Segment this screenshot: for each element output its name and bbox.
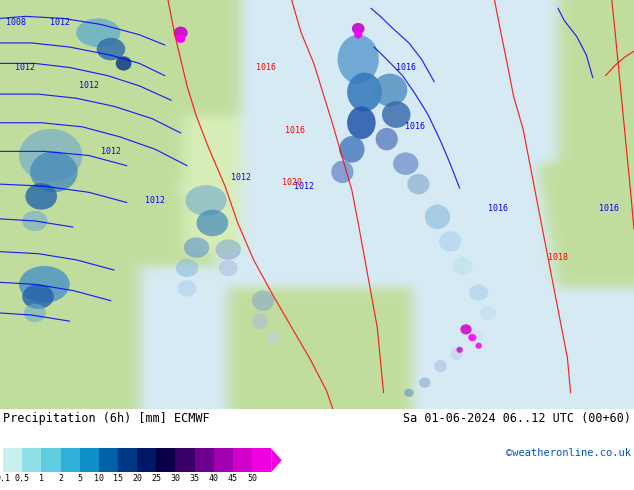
Ellipse shape bbox=[354, 31, 362, 38]
Text: 15: 15 bbox=[113, 474, 123, 483]
Ellipse shape bbox=[453, 257, 472, 275]
Ellipse shape bbox=[19, 266, 70, 303]
Ellipse shape bbox=[372, 74, 408, 106]
Ellipse shape bbox=[469, 284, 488, 301]
Polygon shape bbox=[137, 448, 157, 472]
Ellipse shape bbox=[30, 151, 77, 192]
Text: 1012: 1012 bbox=[50, 18, 70, 27]
Text: 2: 2 bbox=[58, 474, 63, 483]
Polygon shape bbox=[80, 448, 99, 472]
Ellipse shape bbox=[347, 106, 375, 139]
Text: 1012: 1012 bbox=[231, 173, 251, 182]
Text: Sa 01-06-2024 06..12 UTC (00+60): Sa 01-06-2024 06..12 UTC (00+60) bbox=[403, 412, 631, 424]
Polygon shape bbox=[214, 448, 233, 472]
Text: 20: 20 bbox=[132, 474, 142, 483]
Text: 30: 30 bbox=[171, 474, 181, 483]
Ellipse shape bbox=[439, 231, 462, 252]
Ellipse shape bbox=[393, 152, 418, 175]
Ellipse shape bbox=[22, 211, 48, 231]
Ellipse shape bbox=[339, 136, 365, 163]
Text: 1012: 1012 bbox=[79, 81, 99, 91]
Ellipse shape bbox=[375, 128, 398, 150]
Text: 1: 1 bbox=[39, 474, 44, 483]
Ellipse shape bbox=[176, 259, 198, 277]
Ellipse shape bbox=[25, 183, 57, 210]
Ellipse shape bbox=[337, 35, 379, 84]
Ellipse shape bbox=[116, 56, 132, 71]
Ellipse shape bbox=[352, 23, 365, 34]
Ellipse shape bbox=[197, 210, 228, 236]
Polygon shape bbox=[61, 448, 80, 472]
Polygon shape bbox=[118, 448, 137, 472]
Ellipse shape bbox=[481, 306, 496, 320]
Ellipse shape bbox=[407, 174, 430, 195]
Ellipse shape bbox=[252, 313, 268, 329]
Ellipse shape bbox=[216, 239, 241, 260]
Ellipse shape bbox=[22, 284, 54, 309]
Ellipse shape bbox=[24, 304, 46, 322]
Ellipse shape bbox=[419, 377, 430, 388]
Text: ©weatheronline.co.uk: ©weatheronline.co.uk bbox=[506, 448, 631, 458]
Ellipse shape bbox=[174, 26, 188, 39]
Text: 50: 50 bbox=[247, 474, 257, 483]
Ellipse shape bbox=[266, 331, 279, 343]
Text: 1016: 1016 bbox=[396, 63, 416, 72]
Ellipse shape bbox=[404, 389, 413, 397]
Text: 25: 25 bbox=[152, 474, 161, 483]
Text: 1012: 1012 bbox=[294, 182, 314, 191]
Ellipse shape bbox=[434, 360, 447, 372]
Polygon shape bbox=[252, 448, 271, 472]
Polygon shape bbox=[233, 448, 252, 472]
Ellipse shape bbox=[178, 280, 197, 296]
Ellipse shape bbox=[219, 260, 238, 276]
Text: 45: 45 bbox=[228, 474, 238, 483]
Text: 1016: 1016 bbox=[598, 204, 619, 213]
Text: 1016: 1016 bbox=[488, 204, 508, 213]
Ellipse shape bbox=[186, 185, 227, 216]
Text: 0.5: 0.5 bbox=[15, 474, 30, 483]
Ellipse shape bbox=[76, 19, 120, 47]
Ellipse shape bbox=[382, 101, 411, 128]
Ellipse shape bbox=[252, 291, 275, 311]
Ellipse shape bbox=[460, 324, 472, 335]
Text: 5: 5 bbox=[77, 474, 82, 483]
Ellipse shape bbox=[450, 348, 463, 360]
Polygon shape bbox=[22, 448, 41, 472]
Polygon shape bbox=[41, 448, 61, 472]
Polygon shape bbox=[157, 448, 176, 472]
Polygon shape bbox=[176, 448, 195, 472]
Ellipse shape bbox=[347, 73, 382, 112]
Polygon shape bbox=[99, 448, 118, 472]
Text: 1016: 1016 bbox=[285, 126, 305, 135]
Text: 10: 10 bbox=[94, 474, 104, 483]
Ellipse shape bbox=[184, 237, 209, 258]
Text: 1012: 1012 bbox=[101, 147, 121, 156]
Text: 1008: 1008 bbox=[6, 18, 26, 27]
Ellipse shape bbox=[19, 129, 82, 182]
Ellipse shape bbox=[331, 161, 354, 183]
Ellipse shape bbox=[425, 205, 450, 229]
Ellipse shape bbox=[476, 343, 482, 349]
Text: 1012: 1012 bbox=[15, 63, 36, 72]
Text: 1018: 1018 bbox=[548, 253, 568, 262]
Text: 35: 35 bbox=[190, 474, 200, 483]
Ellipse shape bbox=[176, 35, 185, 43]
Text: 1012: 1012 bbox=[145, 196, 165, 205]
Polygon shape bbox=[3, 448, 22, 472]
Ellipse shape bbox=[467, 328, 483, 343]
Text: 1020: 1020 bbox=[281, 177, 302, 187]
Ellipse shape bbox=[96, 38, 125, 60]
Polygon shape bbox=[271, 448, 281, 472]
Ellipse shape bbox=[468, 334, 477, 341]
Text: 1016: 1016 bbox=[405, 122, 425, 131]
Text: 1016: 1016 bbox=[256, 63, 276, 72]
Text: 0.1: 0.1 bbox=[0, 474, 11, 483]
Text: 40: 40 bbox=[209, 474, 219, 483]
Text: Precipitation (6h) [mm] ECMWF: Precipitation (6h) [mm] ECMWF bbox=[3, 412, 210, 424]
Polygon shape bbox=[195, 448, 214, 472]
Ellipse shape bbox=[456, 347, 463, 353]
